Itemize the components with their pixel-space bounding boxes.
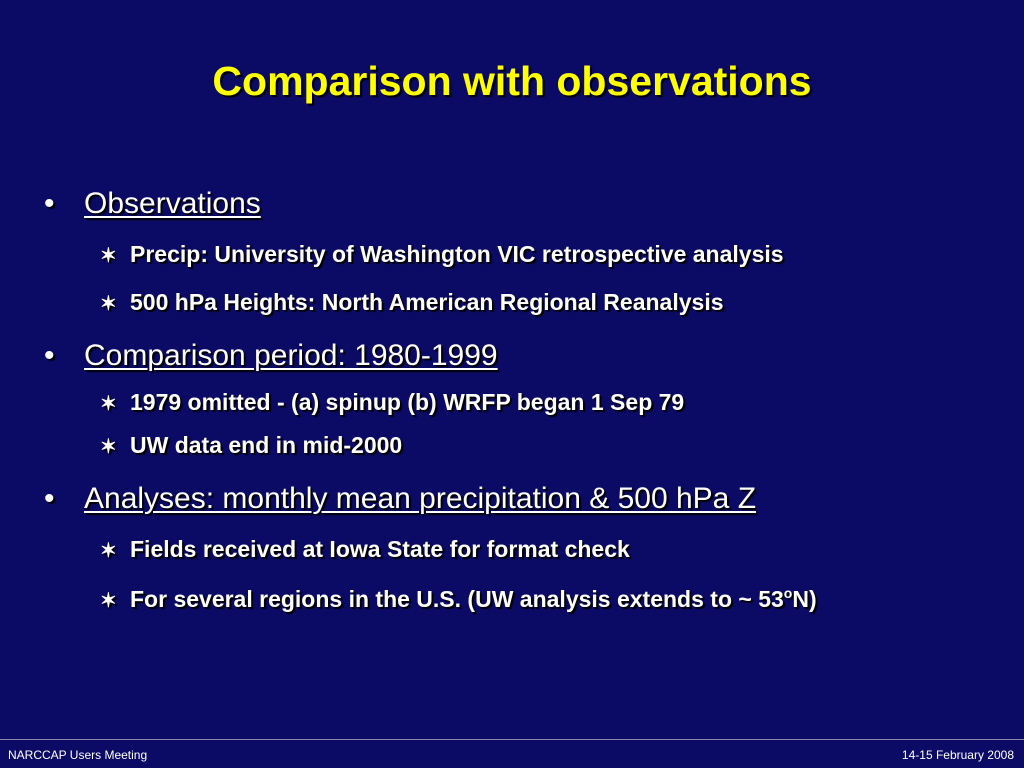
sub-bullet-precip: ✶ Precip: University of Washington VIC re…: [100, 241, 784, 268]
sub-bullet-text: Precip: University of Washington VIC ret…: [130, 241, 784, 267]
bullet-heading: Observations: [84, 187, 261, 220]
slide-title: Comparison with observations: [212, 58, 812, 104]
footer-event-name: NARCCAP Users Meeting: [8, 748, 148, 762]
sub-bullet-fields-received: ✶ Fields received at Iowa State for forma…: [100, 536, 630, 563]
sub-bullet-text-end: N): [792, 586, 817, 612]
footer-divider: [0, 739, 1024, 740]
star-bullet-icon: ✶: [100, 245, 117, 267]
bullet-icon: •: [44, 339, 55, 372]
sub-bullet-text: UW data end in mid-2000: [130, 432, 403, 458]
star-bullet-icon: ✶: [100, 393, 117, 415]
star-bullet-icon: ✶: [100, 590, 117, 612]
sub-bullet-1979-omitted: ✶ 1979 omitted - (a) spinup (b) WRFP bega…: [100, 389, 684, 416]
bullet-heading: Analyses: monthly mean precipitation & 5…: [84, 482, 757, 515]
star-bullet-icon: ✶: [100, 436, 117, 458]
bullet-comparison-period: • Comparison period: 1980-1999: [44, 339, 498, 373]
star-bullet-icon: ✶: [100, 540, 117, 562]
star-bullet-icon: ✶: [100, 293, 117, 315]
bullet-icon: •: [44, 482, 55, 515]
bullet-observations: • Observations: [44, 187, 261, 221]
degree-superscript: o: [783, 585, 793, 601]
bullet-icon: •: [44, 187, 55, 220]
sub-bullet-heights: ✶ 500 hPa Heights: North American Regiona…: [100, 289, 724, 316]
sub-bullet-text: 500 hPa Heights: North American Regional…: [130, 289, 724, 315]
sub-bullet-uw-data-end: ✶ UW data end in mid-2000: [100, 432, 402, 459]
bullet-analyses: • Analyses: monthly mean precipitation & …: [44, 482, 756, 516]
sub-bullet-text: 1979 omitted - (a) spinup (b) WRFP began…: [130, 389, 685, 415]
sub-bullet-several-regions: ✶ For several regions in the U.S. (UW ana…: [100, 586, 817, 613]
sub-bullet-text: For several regions in the U.S. (UW anal…: [130, 586, 784, 612]
sub-bullet-text: Fields received at Iowa State for format…: [130, 536, 630, 562]
footer-date: 14-15 February 2008: [901, 748, 1014, 762]
bullet-heading: Comparison period: 1980-1999: [84, 339, 498, 372]
